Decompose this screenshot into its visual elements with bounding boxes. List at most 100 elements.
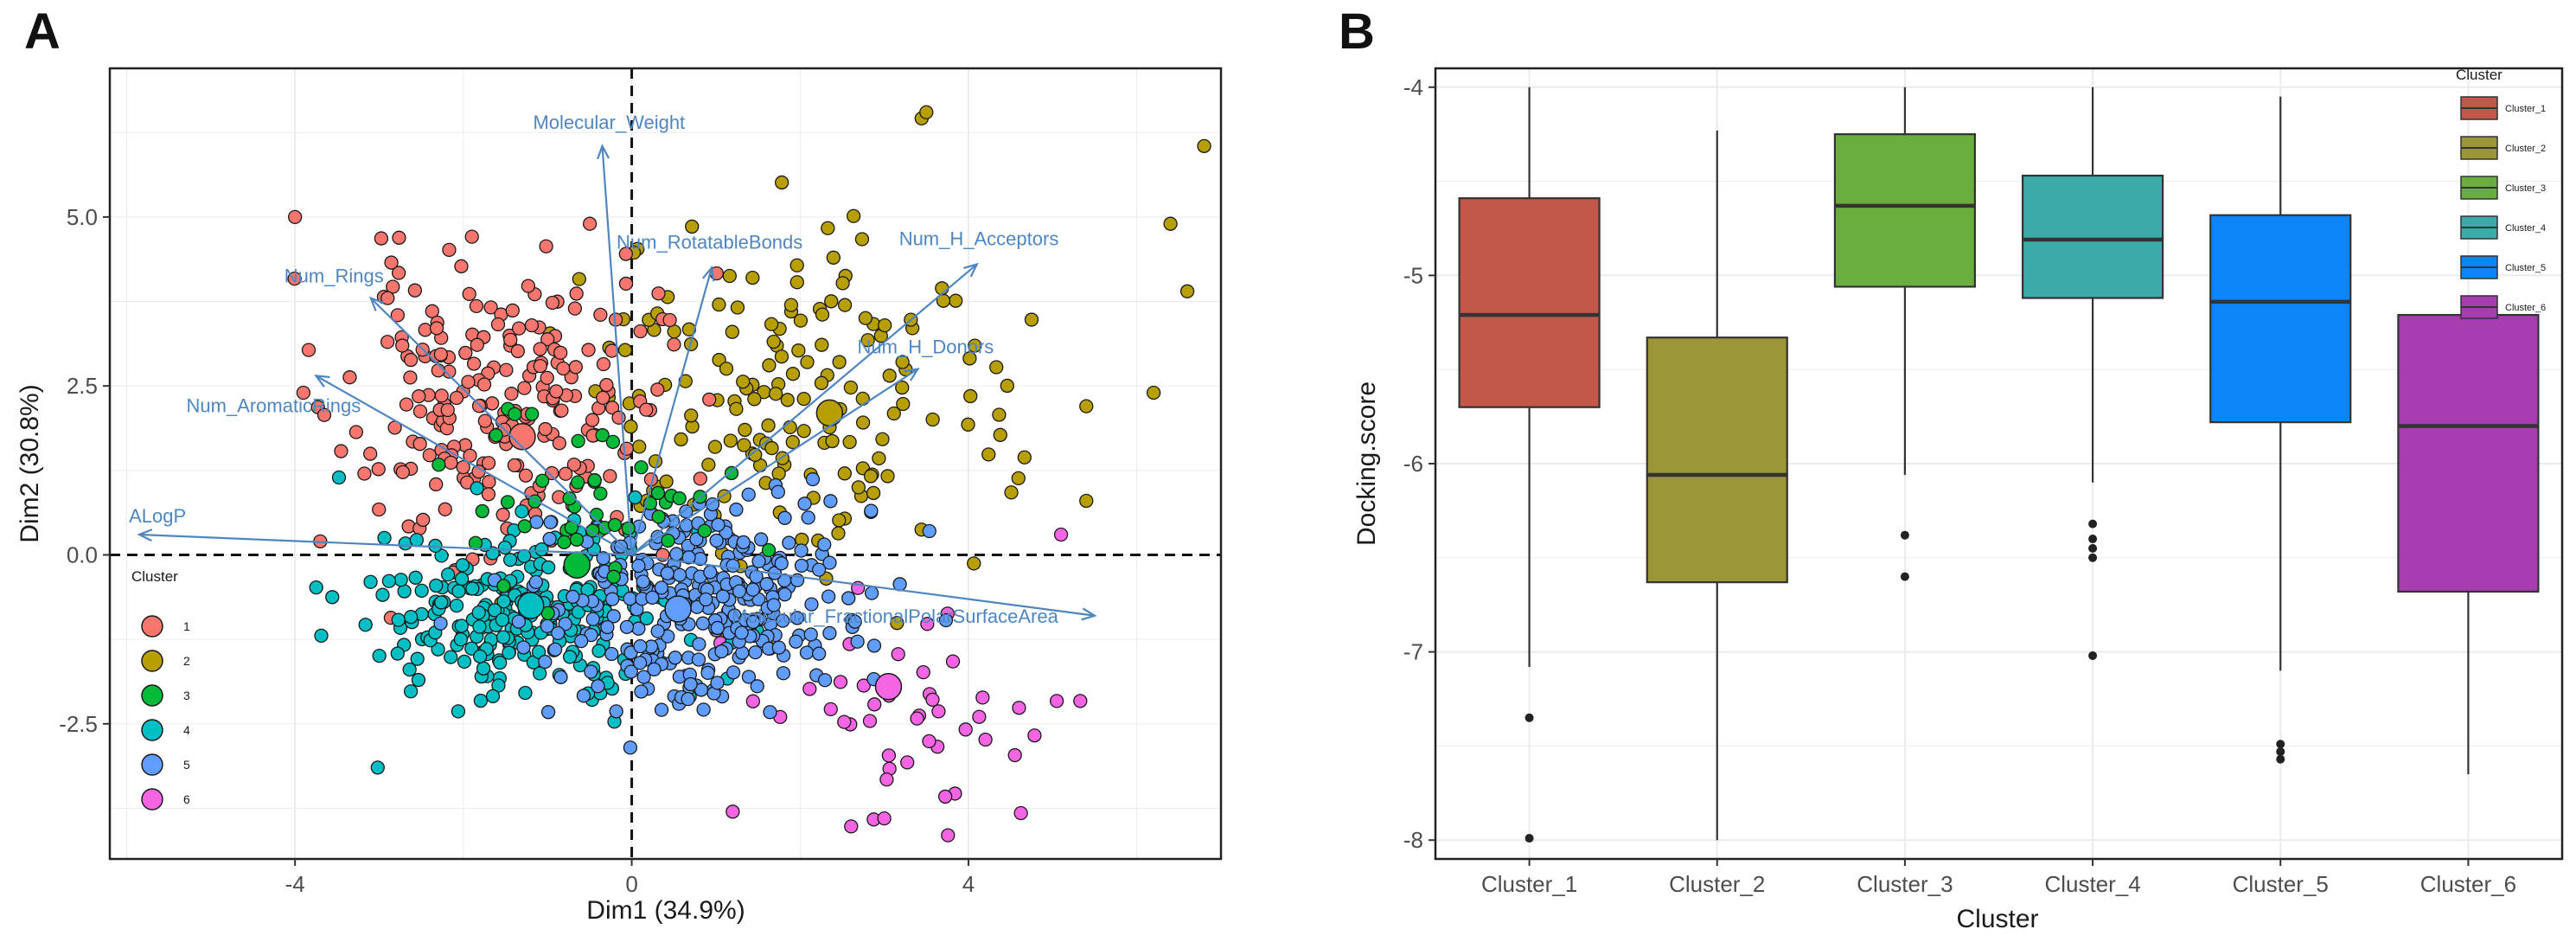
cluster-6-point — [1049, 694, 1064, 708]
cluster-5-point — [623, 664, 638, 679]
cluster-5-point — [668, 650, 682, 665]
cluster-4-point — [393, 573, 408, 587]
cluster-6-point — [931, 704, 946, 719]
cluster-1-point — [425, 304, 439, 318]
cluster-2-point — [855, 391, 870, 407]
cluster-4-point — [431, 642, 445, 657]
cluster-2-point — [825, 433, 840, 449]
cluster-3-point — [525, 407, 540, 421]
cluster-1-point — [553, 345, 568, 360]
cluster-1-point — [618, 276, 634, 292]
cluster-3-point — [431, 458, 446, 472]
cluster-1-point — [301, 343, 316, 357]
cluster-5-point — [636, 574, 650, 589]
cluster-1-point — [517, 381, 532, 395]
cluster-2-point — [837, 298, 853, 312]
cluster-1-point — [380, 291, 395, 305]
cluster-5-point — [922, 523, 936, 539]
cluster-1-point — [287, 271, 302, 286]
cluster-6-point — [802, 682, 817, 696]
cluster-5-point — [660, 566, 674, 580]
panel-b-y-axis-title: Docking.score — [1352, 381, 1381, 546]
cluster-4-point — [471, 605, 486, 620]
cluster-4-point — [476, 661, 491, 676]
cluster-2-point — [895, 355, 910, 369]
cluster-1-point — [384, 255, 399, 270]
x-tick-label: Cluster_1 — [1481, 871, 1577, 897]
cluster-5-point — [729, 502, 744, 517]
cluster-4-point — [409, 533, 425, 548]
cluster-5-point — [538, 654, 553, 670]
cluster-5-point — [771, 640, 786, 655]
cluster-6-point — [1027, 728, 1042, 743]
cluster-5-point — [696, 702, 711, 717]
cluster-1-point — [593, 307, 608, 323]
cluster-1-point — [458, 345, 473, 361]
cluster-6-point — [862, 714, 878, 728]
panel-a-frame — [108, 67, 1223, 861]
cluster-1-point — [462, 286, 476, 301]
cluster-6-point — [945, 654, 961, 669]
y-tick-label: -4 — [1403, 74, 1423, 100]
cluster-4-point — [314, 628, 329, 644]
outlier-point — [2276, 747, 2285, 756]
y-tick-label: 5.0 — [67, 204, 98, 230]
outlier-point — [2088, 519, 2098, 529]
cluster-4-point — [473, 693, 489, 708]
cluster-2-point — [800, 355, 815, 369]
cluster-1-point — [412, 389, 426, 404]
cluster-5-point — [799, 645, 815, 660]
legend-label-cluster-6: 6 — [183, 792, 190, 806]
cluster-4-point — [414, 583, 429, 599]
outlier-point — [2088, 535, 2098, 544]
cluster-2-point — [785, 367, 801, 381]
cluster-2-point — [835, 276, 850, 291]
cluster-4-centroid — [516, 592, 545, 619]
outlier-point — [2088, 553, 2098, 562]
cluster-2-point — [854, 232, 870, 247]
panel-a-ticks: -4 0 4 -2.5 0.0 2.5 5.0 — [59, 204, 975, 897]
cluster-2-point — [875, 432, 890, 446]
cluster-5-point — [695, 616, 711, 631]
cluster-5-point — [782, 535, 796, 550]
cluster-2-point — [880, 469, 895, 484]
loading-vector-line — [630, 263, 978, 556]
y-tick-label: -2.5 — [59, 711, 98, 737]
cluster-6-point — [916, 664, 930, 680]
loading-vector-arrowhead — [963, 262, 979, 278]
cluster-6-point — [1012, 701, 1026, 715]
cluster-3-point — [508, 407, 522, 421]
cluster-2-point — [831, 526, 846, 541]
cluster-5-point — [516, 640, 531, 655]
cluster-1-point — [567, 301, 583, 316]
cluster-2-point — [736, 375, 751, 389]
cluster-5-point — [645, 590, 660, 606]
cluster-5-point — [543, 515, 558, 529]
cluster-2-point — [858, 311, 873, 325]
cluster-3-point — [651, 509, 666, 524]
cluster-3-point — [517, 519, 532, 534]
cluster-5-point — [864, 503, 879, 518]
cluster-2-point — [761, 418, 776, 433]
cluster-5-point — [789, 634, 803, 649]
cluster-2-point — [1079, 399, 1094, 413]
cluster-5-point — [866, 638, 882, 653]
cluster-4-point — [325, 590, 340, 605]
panel-a-background — [110, 68, 1221, 859]
cluster-4-point — [470, 481, 484, 496]
cluster-4-point — [370, 760, 385, 775]
cluster-2-point — [719, 362, 734, 376]
cluster-5-point — [636, 670, 651, 684]
cluster-1-point — [533, 358, 547, 374]
cluster-5-point — [558, 617, 572, 631]
cluster-5-point — [529, 515, 544, 529]
cluster-4-point — [390, 646, 405, 661]
cluster-5-point — [734, 625, 749, 640]
legend-label-Cluster_6: Cluster_6 — [2505, 303, 2546, 313]
cluster-4-point — [402, 662, 417, 677]
legend-label-Cluster_1: Cluster_1 — [2505, 104, 2546, 114]
cluster-1-point — [416, 512, 431, 528]
cluster-1-point — [444, 455, 458, 471]
cluster-2-point — [824, 294, 839, 309]
